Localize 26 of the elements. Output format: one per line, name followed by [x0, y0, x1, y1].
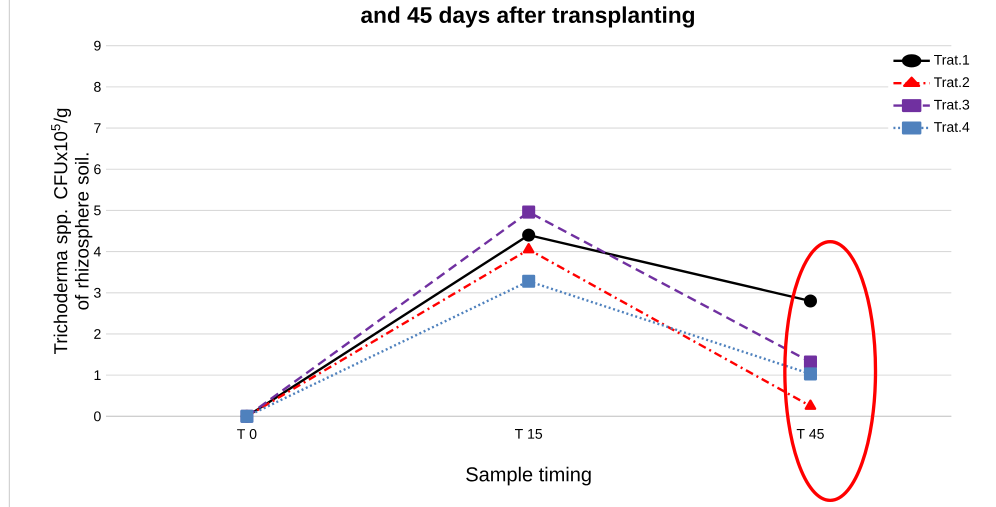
legend-label: Trat.1 — [934, 54, 970, 65]
y-tick-label: 3 — [94, 288, 101, 298]
point — [522, 228, 536, 242]
point — [522, 274, 536, 288]
y-tick-label: 1 — [94, 370, 101, 380]
y-tick-label: 7 — [94, 123, 101, 133]
y-tick-label: 6 — [94, 164, 101, 174]
x-tick-label: T 15 — [514, 429, 542, 439]
point — [804, 294, 817, 308]
chart-title: and 45 days after transplanting — [361, 6, 694, 28]
y-tick-label: 5 — [94, 206, 101, 216]
point — [804, 355, 817, 369]
legend-label: Trat.2 — [934, 77, 970, 88]
x-axis-title: Sample timing — [466, 466, 591, 486]
point — [522, 206, 536, 219]
y-tick-label: 2 — [94, 329, 101, 339]
text: Trichoderma spp. CFUx10$^{5}$/g of rhizosphere soil. — [51, 108, 92, 354]
x-tick-label: T 0 — [237, 429, 256, 439]
x-tick-label: T 45 — [796, 429, 824, 439]
legend-label: Trat.3 — [934, 100, 970, 110]
y-tick-label: 0 — [94, 411, 101, 422]
legend-label: Trat.4 — [934, 122, 970, 132]
point — [804, 367, 817, 380]
y-tick-label: 4 — [94, 246, 101, 256]
y-tick-label: 8 — [94, 82, 101, 92]
y-tick-label: 9 — [94, 40, 101, 51]
